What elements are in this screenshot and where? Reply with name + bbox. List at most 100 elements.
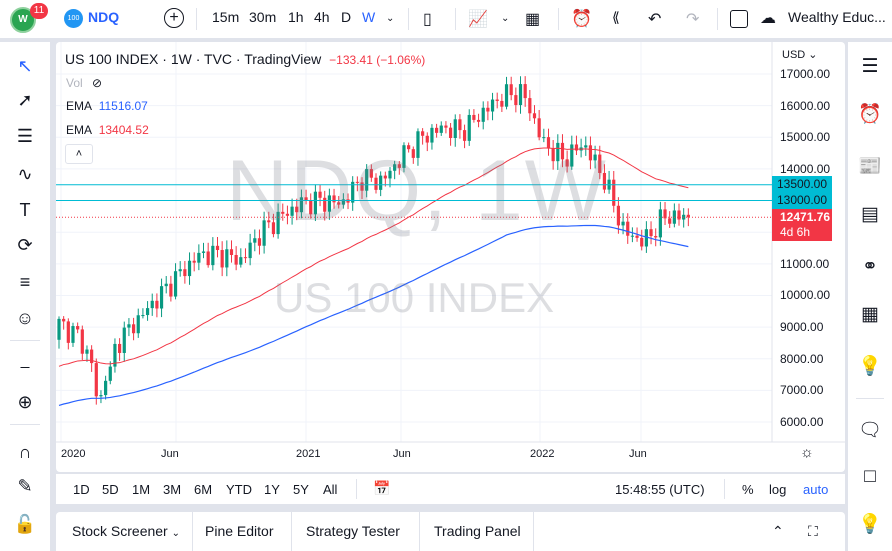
interval-4h[interactable]: 4h — [314, 9, 330, 25]
alarm-clock-icon[interactable]: ⏰ — [571, 9, 593, 28]
alerts-icon[interactable]: ⏰ — [858, 104, 882, 125]
settings-sun-icon[interactable]: ☼ — [800, 444, 814, 461]
fullscreen-square-icon[interactable] — [730, 10, 748, 28]
pattern-icon[interactable]: ⟳ — [17, 235, 33, 255]
undo-icon[interactable]: ↶ — [648, 11, 662, 28]
price-tick: 9000.00 — [780, 320, 824, 335]
chart-pane[interactable]: NDQ, 1W US 100 INDEX US 100 INDEX · 1W ·… — [56, 42, 845, 472]
zoom-in-icon[interactable]: ⊕ — [17, 392, 33, 412]
candle-body — [192, 260, 196, 263]
tab-trading-panel[interactable]: Trading Panel — [434, 523, 521, 539]
bottom-panel: Stock Screener ⌄ Pine Editor Strategy Te… — [56, 512, 845, 551]
interval-1h[interactable]: 1h — [288, 9, 304, 25]
cursor-icon[interactable]: ↖ — [17, 56, 33, 76]
collapse-panel-icon[interactable]: ⌃ — [772, 523, 784, 539]
currency-selector[interactable]: USD ⌄ — [782, 49, 818, 61]
redo-icon[interactable]: ↷ — [686, 11, 700, 28]
cloud-save-icon[interactable]: ☁ — [760, 10, 776, 27]
legend-title[interactable]: US 100 INDEX — [65, 51, 159, 67]
ema-slow-value: 11516.07 — [98, 99, 148, 113]
collapse-legend-button[interactable]: ˄ — [65, 144, 93, 164]
tab-pine-editor[interactable]: Pine Editor — [205, 523, 274, 539]
brush-icon[interactable]: ∿ — [17, 164, 33, 184]
emoji-icon[interactable]: ☺ — [15, 308, 35, 328]
tab-strategy-tester[interactable]: Strategy Tester — [306, 523, 400, 539]
range-6m[interactable]: 6M — [194, 482, 213, 497]
range-1m[interactable]: 1M — [132, 482, 151, 497]
candle-body — [388, 170, 392, 179]
price-tick: 10000.00 — [780, 288, 831, 303]
maximize-panel-icon[interactable]: ⛶ — [808, 523, 818, 539]
candle-body — [369, 169, 373, 178]
fib-icon[interactable]: ☰ — [16, 126, 34, 146]
layout-grid-icon[interactable]: ▦ — [525, 11, 541, 28]
candle-body — [668, 218, 672, 224]
time-tick: Jun — [393, 448, 411, 460]
candle-body — [542, 137, 546, 139]
candle-body — [462, 130, 467, 141]
symbol-search[interactable]: NDQ — [88, 9, 120, 25]
range-1d[interactable]: 1D — [73, 482, 90, 497]
chevron-down-icon[interactable]: ⌄ — [501, 13, 510, 24]
utc-clock[interactable]: 15:48:55 (UTC) — [615, 482, 705, 497]
ruler-icon[interactable]: ⎯ — [20, 356, 30, 376]
range-5d[interactable]: 5D — [102, 482, 119, 497]
ema-label[interactable]: EMA — [66, 99, 92, 113]
range-ytd[interactable]: YTD — [226, 482, 252, 497]
log-scale-toggle[interactable]: log — [769, 482, 787, 497]
candle-body — [341, 199, 345, 205]
range-3m[interactable]: 3M — [163, 482, 182, 497]
go-to-date-icon[interactable]: 📅 — [373, 480, 391, 496]
price-tick: 14000.00 — [780, 161, 831, 176]
magnet-icon[interactable]: ∩ — [18, 442, 32, 462]
layout-name[interactable]: Wealthy Educ... — [788, 9, 886, 25]
percent-scale-toggle[interactable]: % — [742, 482, 754, 497]
candle-body — [435, 127, 439, 133]
candle-body — [201, 251, 206, 253]
replay-icon[interactable]: ⟪ — [612, 9, 620, 25]
interval-30m[interactable]: 30m — [249, 9, 277, 25]
vol-label[interactable]: Vol — [66, 76, 83, 90]
level-label-13000: 13000.00 — [772, 192, 832, 209]
candle-body — [94, 363, 98, 397]
time-tick: 2020 — [61, 448, 86, 460]
chevron-down-icon[interactable]: ⌄ — [386, 13, 395, 24]
time-axis[interactable]: 2020 Jun 2021 Jun 2022 Jun ☼ — [56, 442, 845, 472]
help-icon[interactable]: 💡 — [858, 514, 882, 535]
price-chart[interactable] — [56, 42, 845, 472]
chat-icon[interactable]: 🗨 — [857, 420, 883, 441]
calendar-icon[interactable]: ▦ — [861, 304, 879, 325]
eye-hidden-icon[interactable]: ⊘ — [92, 76, 103, 90]
indicators-icon[interactable]: 📈 — [468, 11, 488, 28]
trend-line-icon[interactable]: ➚ — [17, 90, 33, 110]
candle-body — [290, 206, 294, 216]
ema-label[interactable]: EMA — [66, 123, 92, 137]
watchlist-icon[interactable]: ☰ — [861, 56, 879, 77]
interval-15m[interactable]: 15m — [212, 9, 240, 25]
interval-w[interactable]: W — [362, 9, 376, 25]
legend-source: TradingView — [244, 51, 322, 67]
tab-stock-screener[interactable]: Stock Screener ⌄ — [72, 523, 180, 539]
data-window-icon[interactable]: ▤ — [861, 204, 879, 225]
interval-d[interactable]: D — [341, 9, 352, 25]
range-all[interactable]: All — [323, 482, 338, 497]
hotlist-icon[interactable]: ⚭ — [862, 256, 878, 277]
ideas-icon[interactable]: 💡 — [858, 356, 882, 377]
news-icon[interactable]: 📰 — [858, 156, 882, 177]
compare-add-icon[interactable]: + — [164, 8, 184, 28]
text-icon[interactable]: T — [19, 200, 31, 220]
forecast-icon[interactable]: ≡ — [19, 272, 31, 292]
range-5y[interactable]: 5Y — [293, 482, 309, 497]
candle-body — [649, 229, 653, 237]
candle-body — [211, 245, 215, 266]
candle-body — [374, 177, 378, 190]
messages-icon[interactable]: □ — [864, 466, 876, 487]
candle-body — [197, 252, 201, 263]
candle-body — [234, 254, 238, 265]
range-1y[interactable]: 1Y — [264, 482, 280, 497]
auto-scale-toggle[interactable]: auto — [803, 482, 829, 497]
candle-body — [267, 220, 271, 223]
lock-icon[interactable]: 🔓 — [13, 514, 37, 534]
candles-icon[interactable]: ▯ — [423, 11, 432, 28]
lock-drawings-icon[interactable]: ✎ — [17, 476, 33, 496]
